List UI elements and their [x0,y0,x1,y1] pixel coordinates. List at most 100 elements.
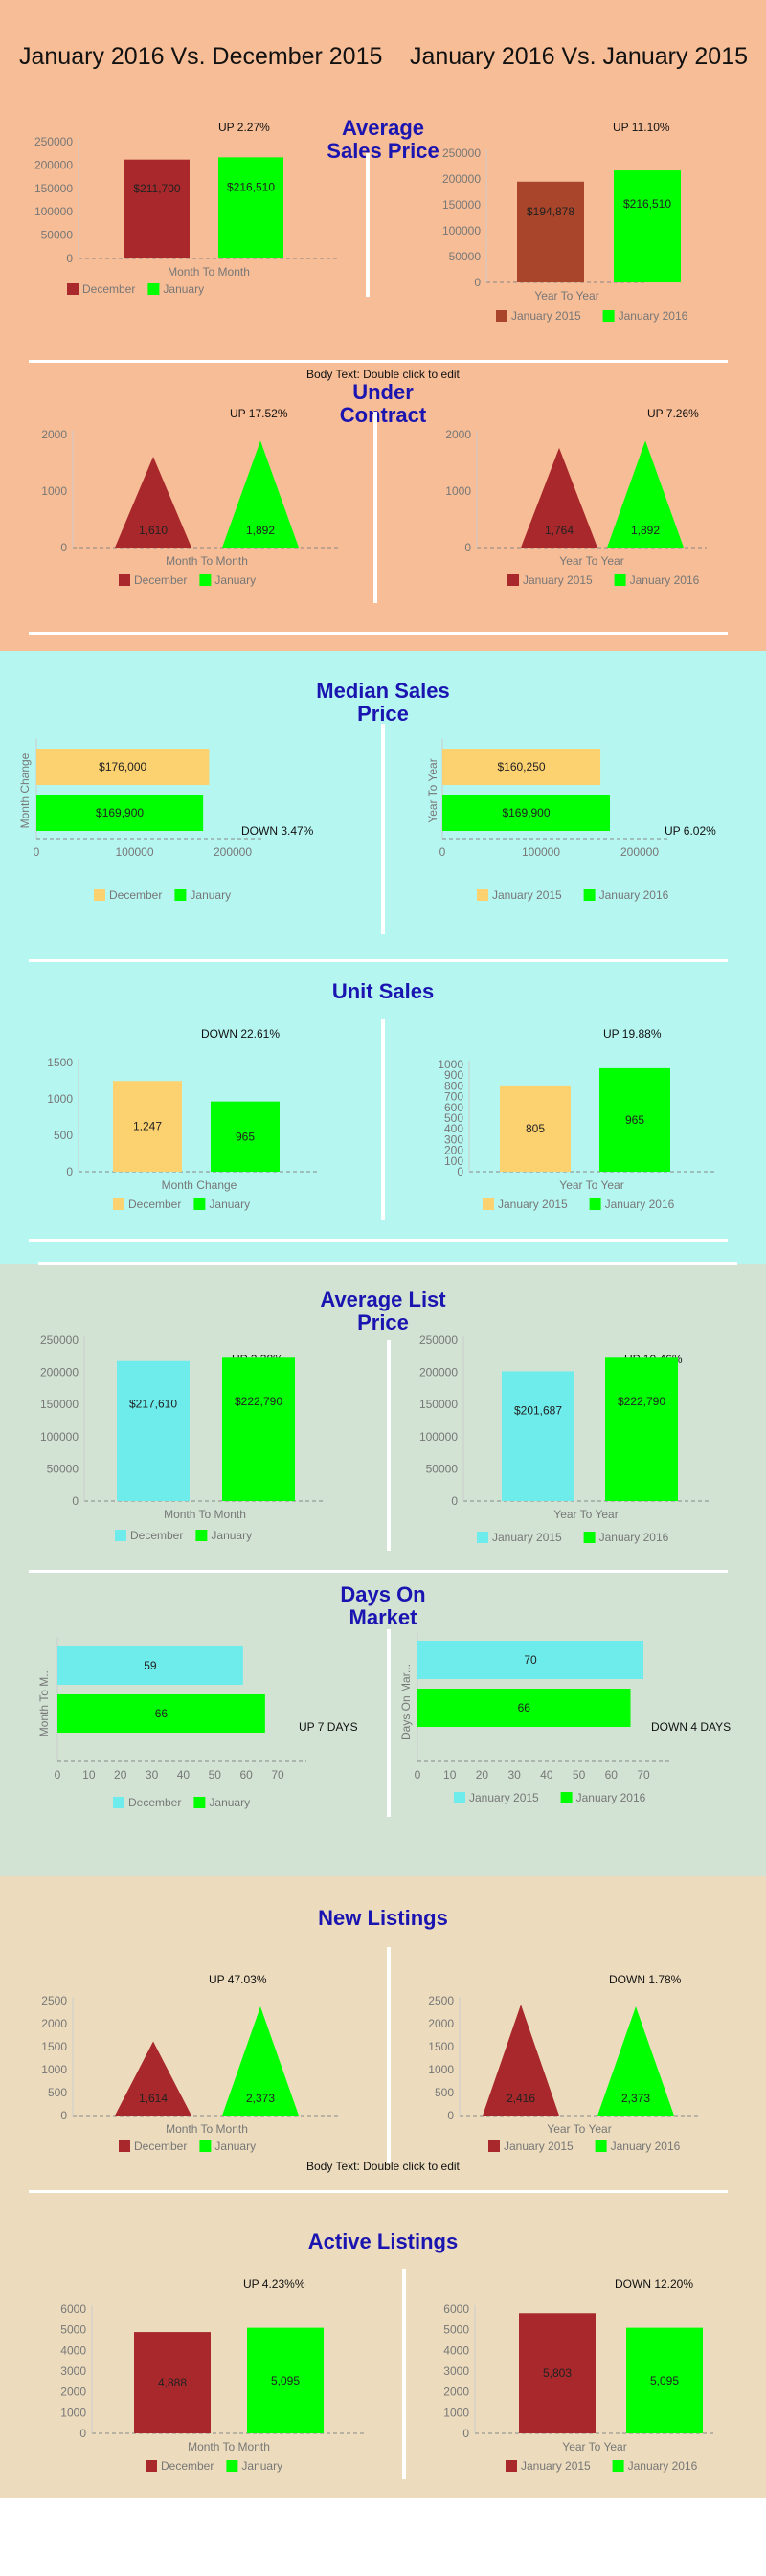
xtick-dom_mtm: 60 [239,1768,253,1781]
legend-label-dom_yty-0: January 2015 [469,1791,539,1804]
column-divider [366,153,370,297]
ytick-units_yty: 700 [444,1090,463,1104]
data-label-dom_mtm-1: 66 [155,1707,169,1720]
bar-units_mtm-1 [211,1101,280,1172]
ytick-list_mtm: 150000 [40,1398,79,1411]
x-label-units_mtm: Month Change [162,1178,237,1192]
ytick-active_mtm: 4000 [60,2343,86,2357]
xtick-median_mtm: 100000 [115,845,153,859]
bar-dom_mtm-1 [57,1694,265,1733]
xtick-dom_mtm: 70 [271,1768,284,1781]
placeholder-text[interactable]: Body Text: Double click to edit [306,2160,460,2173]
ytick-new_yty: 500 [435,2086,454,2099]
section-title-new-listings: New Listings [318,1906,448,1930]
bar-list_yty-0 [502,1371,574,1501]
ytick-list_yty: 150000 [419,1398,458,1411]
legend-label-active_yty-0: January 2015 [521,2459,591,2473]
legend-label-median_mtm-1: January [190,888,231,902]
legend-swatch-median_mtm-1 [174,889,187,901]
data-label-new_yty-0: 2,416 [507,2092,535,2105]
section-title-median-sales-price: Median Sales Price [316,679,450,726]
data-label-avg_sales_mtm-0: $211,700 [133,182,180,195]
change-label-avg_sales_yty: UP 11.10% [613,121,670,134]
ytick-new_mtm: 1000 [41,2063,67,2076]
data-label-active_yty-1: 5,095 [650,2374,679,2387]
data-label-units_mtm-1: 965 [236,1130,255,1143]
ytick-list_mtm: 100000 [40,1430,79,1444]
legend-swatch-contract_mtm-0 [119,574,130,586]
ytick-units_yty: 600 [444,1101,463,1114]
x-label-list_yty: Year To Year [553,1508,618,1521]
ytick-avg_sales_mtm: 0 [66,252,73,265]
ytick-active_yty: 1000 [443,2406,469,2419]
change-label-contract_mtm: UP 17.52% [230,407,288,420]
ytick-list_mtm: 200000 [40,1366,79,1379]
data-label-new_yty-1: 2,373 [621,2092,650,2105]
bar-median_mtm-0 [36,749,210,785]
data-label-median_yty-1: $169,900 [502,806,550,819]
bar-units_mtm-0 [113,1081,182,1172]
legend-label-units_mtm-1: January [209,1198,250,1211]
xtick-dom_yty: 20 [476,1768,489,1781]
ytick-active_mtm: 5000 [60,2323,86,2337]
ytick-active_mtm: 2000 [60,2386,86,2399]
ytick-new_mtm: 1500 [41,2040,67,2053]
xtick-dom_yty: 50 [573,1768,586,1781]
legend-swatch-median_mtm-0 [94,889,105,901]
x-label-new_yty: Year To Year [547,2122,611,2136]
xtick-dom_mtm: 10 [82,1768,96,1781]
triangle-new_mtm-0 [115,2041,192,2116]
ytick-contract_yty: 2000 [445,428,471,441]
data-label-list_mtm-0: $217,610 [129,1398,177,1411]
legend-label-median_yty-1: January 2016 [599,888,669,902]
legend-label-dom_mtm-0: December [128,1796,181,1809]
x-label-avg_sales_yty: Year To Year [534,289,598,302]
legend-label-list_yty-1: January 2016 [599,1531,669,1544]
bar-active_yty-1 [626,2327,703,2433]
legend-swatch-list_mtm-1 [195,1530,208,1541]
legend-swatch-contract_yty-0 [507,574,519,586]
ytick-list_yty: 250000 [419,1333,458,1347]
data-label-units_yty-0: 805 [526,1122,545,1135]
ytick-contract_yty: 0 [464,541,471,554]
xtick-dom_yty: 10 [443,1768,457,1781]
triangle-new_mtm-1 [222,2006,299,2116]
placeholder-text[interactable]: Body Text: Double click to edit [306,368,460,381]
divider [29,2190,728,2193]
ytick-active_yty: 4000 [443,2343,469,2357]
change-label-contract_yty: UP 7.26% [647,407,699,420]
section-title-average-sales-price: Average Sales Price [327,116,439,163]
triangle-contract_mtm-0 [115,457,192,548]
change-label-units_mtm: DOWN 22.61% [201,1027,280,1041]
ytick-new_yty: 1500 [428,2040,454,2053]
change-label-median_yty: UP 6.02% [665,824,716,838]
legend-swatch-dom_mtm-0 [113,1797,124,1808]
divider [38,1262,737,1265]
data-label-active_mtm-0: 4,888 [158,2376,187,2389]
bar-dom_mtm-0 [57,1646,243,1685]
data-label-new_mtm-1: 2,373 [246,2092,275,2105]
ytick-avg_sales_yty: 100000 [442,224,481,237]
change-label-new_yty: DOWN 1.78% [609,1973,682,1986]
legend-swatch-active_yty-1 [612,2460,624,2472]
data-label-list_mtm-1: $222,790 [235,1395,282,1408]
xtick-dom_mtm: 30 [146,1768,159,1781]
legend-swatch-list_yty-1 [583,1532,596,1543]
bar-median_yty-0 [442,749,601,785]
ytick-new_yty: 0 [447,2109,454,2122]
x-label-contract_mtm: Month To Month [166,554,248,568]
data-label-dom_yty-0: 70 [524,1653,537,1667]
legend-swatch-units_yty-1 [589,1198,601,1210]
xtick-dom_yty: 30 [507,1768,521,1781]
bar-avg_sales_yty-0 [517,181,584,282]
ytick-new_yty: 2500 [428,1994,454,2007]
legend-swatch-avg_sales_mtm-0 [67,283,79,295]
ytick-units_yty: 300 [444,1132,463,1146]
data-label-list_yty-0: $201,687 [514,1404,562,1418]
legend-swatch-list_mtm-0 [115,1530,126,1541]
bar-median_mtm-1 [36,795,204,831]
legend-swatch-avg_sales_mtm-1 [147,283,160,295]
header-right: January 2016 Vs. January 2015 [410,43,749,70]
triangle-new_yty-1 [597,2006,674,2116]
xtick-dom_yty: 60 [605,1768,619,1781]
